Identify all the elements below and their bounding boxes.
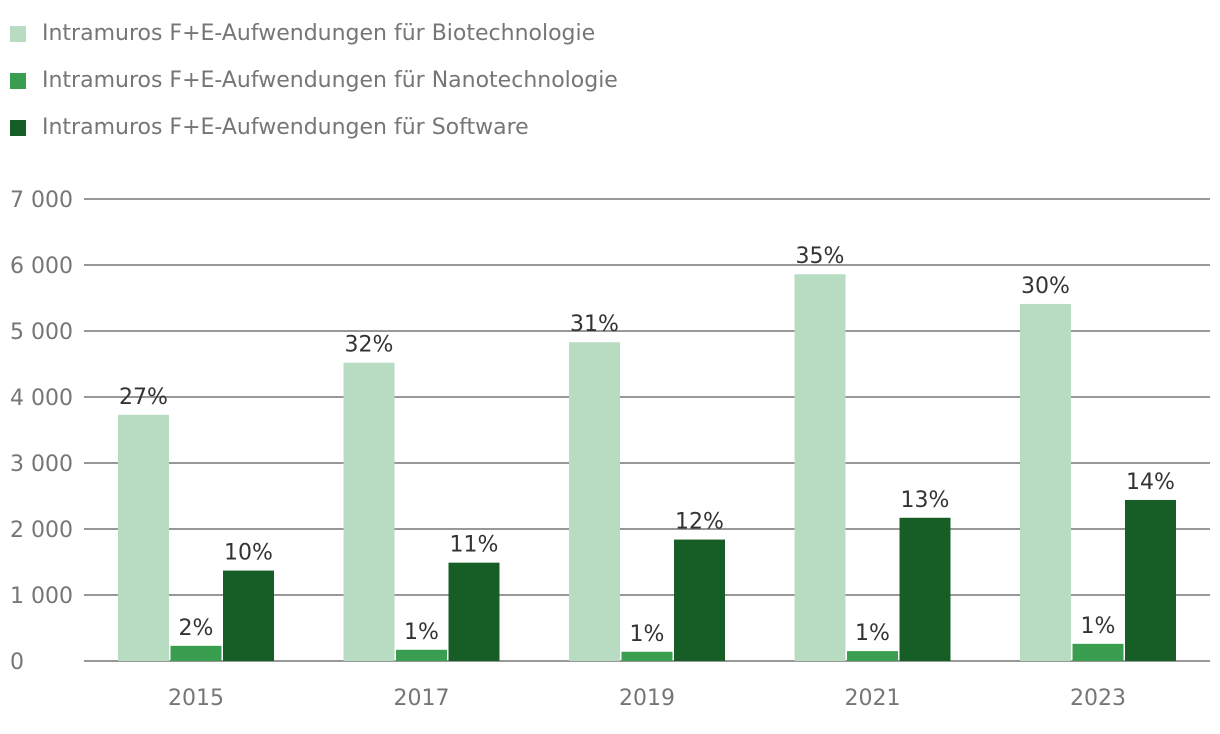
bar [1072, 643, 1124, 661]
y-tick-label: 5 000 [10, 320, 73, 345]
legend-label-nanotechnologie: Intramuros F+E-Aufwendungen für Nanotech… [42, 68, 618, 93]
bar [223, 570, 274, 661]
data-label: 32% [345, 333, 394, 358]
data-label: 35% [796, 244, 845, 269]
x-tick-label: 2019 [619, 686, 675, 711]
data-label: 1% [404, 620, 439, 645]
y-tick-label: 1 000 [10, 584, 73, 609]
legend: Intramuros F+E-Aufwendungen für Biotechn… [10, 10, 618, 151]
x-tick-label: 2017 [394, 686, 450, 711]
legend-swatch-software [10, 119, 26, 136]
x-tick-label: 2021 [845, 686, 901, 711]
bar [674, 539, 725, 661]
data-label: 13% [901, 488, 950, 513]
legend-label-biotechnologie: Intramuros F+E-Aufwendungen für Biotechn… [42, 21, 596, 46]
legend-item-nanotechnologie: Intramuros F+E-Aufwendungen für Nanotech… [10, 57, 618, 104]
bar [794, 274, 846, 661]
data-label: 1% [855, 621, 890, 646]
data-label: 2% [179, 616, 214, 641]
bar [170, 645, 222, 661]
y-tick-label: 2 000 [10, 518, 73, 543]
data-label: 30% [1021, 274, 1070, 299]
x-tick-label: 2015 [168, 686, 224, 711]
legend-swatch-biotechnologie [10, 25, 26, 42]
x-tick-label: 2023 [1070, 686, 1126, 711]
legend-swatch-nanotechnologie [10, 72, 26, 89]
bar [396, 649, 447, 661]
bar [343, 362, 395, 661]
bar [621, 651, 673, 661]
y-tick-label: 4 000 [10, 386, 73, 411]
bar [569, 342, 620, 661]
y-tick-label: 7 000 [10, 188, 73, 213]
bar [1020, 303, 1071, 661]
data-label: 14% [1126, 470, 1175, 495]
data-label: 12% [675, 510, 724, 535]
data-label: 27% [119, 385, 168, 410]
legend-item-software: Intramuros F+E-Aufwendungen für Software [10, 104, 618, 151]
bar [448, 562, 500, 661]
legend-label-software: Intramuros F+E-Aufwendungen für Software [42, 115, 529, 140]
legend-item-biotechnologie: Intramuros F+E-Aufwendungen für Biotechn… [10, 10, 618, 57]
y-tick-label: 0 [10, 650, 24, 675]
y-tick-label: 6 000 [10, 254, 73, 279]
bar [847, 651, 898, 661]
bar [899, 517, 951, 661]
bar [1125, 499, 1176, 661]
data-label: 1% [630, 622, 665, 647]
data-label: 1% [1081, 614, 1116, 639]
bar [118, 414, 169, 661]
data-label: 11% [450, 533, 499, 558]
data-label: 31% [570, 312, 619, 337]
y-tick-label: 3 000 [10, 452, 73, 477]
data-label: 10% [224, 541, 273, 566]
